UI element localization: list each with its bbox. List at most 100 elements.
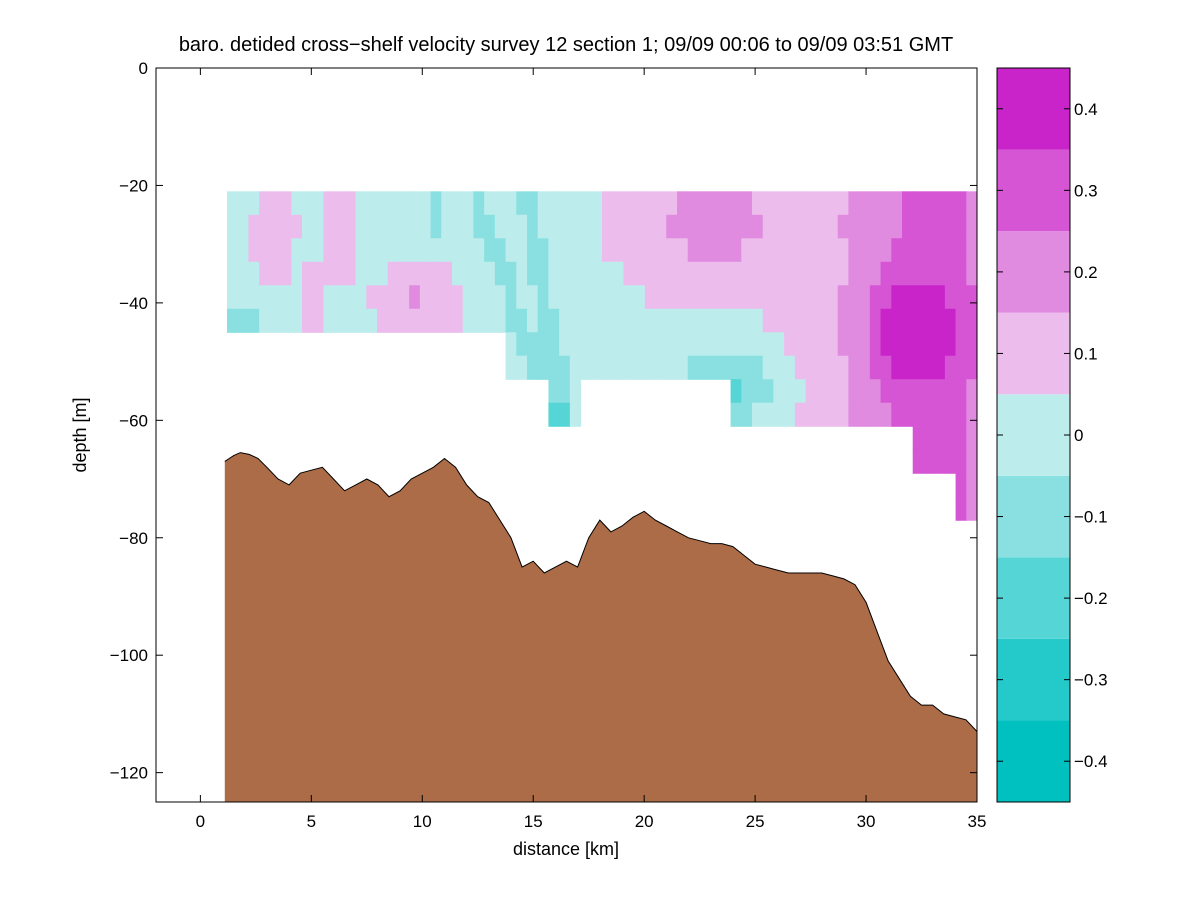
velocity-cell [741,402,753,427]
velocity-cell [837,261,850,286]
x-tick-label: 10 [413,812,432,831]
velocity-cell [387,238,400,263]
y-axis-label: depth [m] [70,397,90,472]
velocity-cell [677,285,689,310]
velocity-cell [494,214,507,239]
velocity-cell [312,308,325,333]
velocity-cell [698,191,710,216]
velocity-cell [227,308,239,333]
velocity-cell [923,426,935,451]
y-tick-label: 0 [139,59,148,78]
velocity-cell [334,285,346,310]
velocity-cell [773,214,785,239]
velocity-cell [816,261,828,286]
velocity-cell [302,261,314,286]
velocity-cell [880,355,892,380]
velocity-cell [794,285,807,310]
velocity-cell [237,238,250,263]
velocity-cell [730,308,742,333]
velocity-cell [880,214,892,239]
velocity-cell [752,379,764,404]
velocity-cell [923,285,935,310]
velocity-cell [677,238,689,263]
velocity-cell [269,238,282,263]
velocity-cell [248,308,260,333]
velocity-cell [719,308,732,333]
velocity-cell [752,191,764,216]
velocity-cell [634,261,646,286]
velocity-cell [580,261,592,286]
velocity-cell [784,285,796,310]
velocity-cell [794,261,807,286]
velocity-cell [569,308,582,333]
velocity-cell [387,261,400,286]
velocity-cell [473,214,485,239]
velocity-cell [955,214,967,239]
velocity-cell [623,308,635,333]
velocity-cell [869,355,882,380]
velocity-cell [516,332,528,357]
x-tick-label: 5 [307,812,316,831]
velocity-cell [805,379,817,404]
velocity-cell [280,191,292,216]
velocity-cell [227,285,239,310]
velocity-cell [419,261,432,286]
colorbar-band [997,638,1070,721]
velocity-cell [623,261,635,286]
velocity-cell [773,355,785,380]
velocity-cell [698,238,710,263]
velocity-cell [644,214,657,239]
velocity-cell [944,191,957,216]
velocity-cell [377,308,389,333]
velocity-cell [762,402,775,427]
velocity-cell [709,355,721,380]
velocity-cell [891,355,903,380]
velocity-cell [623,355,635,380]
velocity-cell [473,285,485,310]
velocity-cell [687,191,700,216]
velocity-cell [848,332,860,357]
velocity-cell [677,191,689,216]
velocity-cell [955,496,967,521]
velocity-cell [302,214,314,239]
velocity-cell [955,355,967,380]
velocity-cell [569,285,582,310]
velocity-cell [580,355,592,380]
velocity-cell [730,191,742,216]
colorbar-tick-label: 0.1 [1074,344,1098,363]
velocity-cell [623,285,635,310]
velocity-cell [237,261,250,286]
velocity-cell [655,238,667,263]
velocity-cell [516,238,528,263]
velocity-cell [773,379,785,404]
velocity-cell [827,379,839,404]
velocity-cell [848,261,860,286]
velocity-cell [934,379,946,404]
velocity-cell [955,426,967,451]
velocity-cell [827,332,839,357]
velocity-cell [762,379,775,404]
bathymetry [224,452,977,802]
velocity-cell [934,191,946,216]
velocity-cell [698,261,710,286]
velocity-cell [269,214,282,239]
velocity-cell [269,285,282,310]
velocity-cell [312,261,325,286]
velocity-cell [902,379,914,404]
velocity-cell [398,191,410,216]
velocity-cell [687,261,700,286]
velocity-cell [891,308,903,333]
velocity-cell [248,285,260,310]
velocity-cell [827,402,839,427]
velocity-cell [494,308,507,333]
velocity-cell [462,261,475,286]
velocity-cell [398,261,410,286]
velocity-cell [698,308,710,333]
velocity-cell [537,332,550,357]
velocity-cell [891,191,903,216]
velocity-cell [902,238,914,263]
velocity-cell [891,402,903,427]
velocity-cell [559,355,571,380]
velocity-cell [655,332,667,357]
velocity-cell [880,238,892,263]
